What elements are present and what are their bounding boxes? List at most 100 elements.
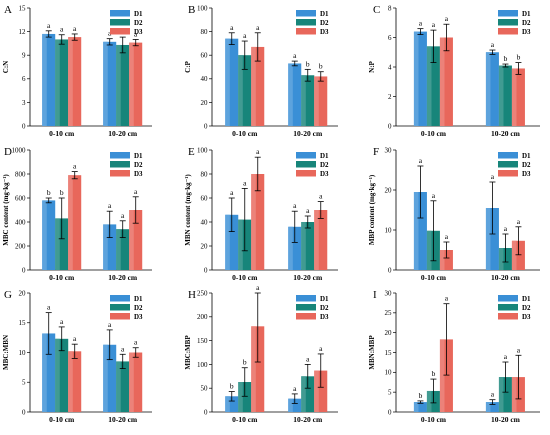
significance-label: a	[419, 19, 423, 28]
y-tick-label: 0	[204, 408, 208, 416]
y-tick-label: 0	[22, 266, 26, 274]
y-tick-label: 10	[385, 369, 393, 377]
y-tick-label: 100	[197, 361, 208, 369]
y-tick-label: 0	[22, 122, 26, 130]
significance-label: a	[293, 384, 297, 393]
bar-highlight	[314, 210, 319, 270]
significance-label: a	[73, 162, 77, 171]
bar-highlight	[485, 52, 491, 126]
y-tick-label: 6	[388, 34, 392, 42]
chart-panel-d: D 0 200 400 600 800 1000 MBC content (mg·kg⁻¹) b…	[2, 146, 152, 282]
y-tick-label: 15	[19, 4, 27, 12]
bar-highlight	[511, 68, 517, 126]
significance-label: a	[243, 31, 247, 40]
legend-swatch	[110, 152, 130, 159]
significance-label: a	[319, 192, 323, 201]
legend-label: D1	[320, 295, 329, 303]
bar-highlight	[511, 240, 517, 270]
significance-label: a	[243, 178, 247, 187]
legend-swatch	[498, 295, 518, 302]
legend-label: D3	[522, 170, 531, 178]
y-tick-label: 800	[15, 170, 26, 178]
y-tick-label: 2	[388, 93, 392, 101]
bar-highlight	[498, 377, 504, 412]
legend-swatch	[296, 19, 316, 26]
significance-label: a	[230, 23, 234, 32]
bar-highlight	[129, 42, 134, 126]
bar-highlight	[55, 338, 60, 412]
y-tick-label: 200	[15, 242, 26, 250]
y-tick-label: 100	[197, 146, 208, 154]
bar-highlight	[251, 326, 256, 412]
bar	[485, 402, 499, 412]
legend-swatch	[296, 28, 316, 35]
significance-label: a	[517, 345, 521, 354]
bar-highlight	[511, 377, 517, 412]
y-tick-label: 0	[22, 408, 26, 416]
significance-label: a	[517, 217, 521, 226]
y-tick-label: 1000	[12, 146, 27, 154]
bar-highlight	[42, 333, 47, 412]
significance-label: b	[230, 382, 234, 391]
significance-label: a	[256, 23, 260, 32]
legend-swatch	[296, 10, 316, 17]
bar-highlight	[288, 63, 293, 126]
significance-label: a	[504, 352, 508, 361]
significance-label: a	[73, 24, 77, 33]
legend-label: D1	[522, 295, 531, 303]
y-axis-label: MBN:MBP	[368, 335, 376, 370]
bar-highlight	[251, 174, 256, 270]
bar-highlight	[485, 402, 491, 412]
y-tick-label: 12	[19, 28, 27, 36]
significance-label: a	[504, 224, 508, 233]
bar-highlight	[103, 344, 108, 412]
legend-swatch	[110, 295, 130, 302]
x-tick-label: 10-20 cm	[293, 273, 323, 282]
significance-label: a	[134, 29, 138, 38]
y-tick-label: 10	[19, 349, 27, 357]
y-tick-label: 4	[388, 63, 392, 71]
legend-label: D3	[134, 170, 143, 178]
legend-label: D1	[134, 152, 143, 160]
significance-label: a	[256, 283, 260, 292]
legend-swatch	[110, 170, 130, 177]
legend-swatch	[498, 313, 518, 320]
x-tick-label: 10-20 cm	[108, 129, 138, 138]
panel-letter: B	[188, 4, 195, 16]
y-tick-label: 0	[388, 408, 392, 416]
legend-swatch	[498, 161, 518, 168]
legend-label: D3	[522, 28, 531, 36]
legend-label: D2	[320, 304, 329, 312]
bar-highlight	[439, 37, 445, 126]
significance-label: a	[432, 20, 436, 29]
legend-label: D1	[134, 10, 143, 18]
y-tick-label: 80	[201, 28, 209, 36]
significance-label: a	[306, 354, 310, 363]
legend-swatch	[110, 304, 130, 311]
significance-label: a	[293, 201, 297, 210]
significance-label: b	[306, 59, 310, 68]
legend-label: D2	[522, 19, 531, 27]
significance-label: a	[230, 188, 234, 197]
y-tick-label: 8	[388, 4, 392, 12]
legend-swatch	[498, 170, 518, 177]
significance-label: a	[47, 303, 51, 312]
bar-highlight	[68, 37, 73, 126]
bar-highlight	[129, 210, 134, 270]
bar-highlight	[68, 351, 73, 412]
y-tick-label: 10	[385, 226, 393, 234]
significance-label: a	[47, 21, 51, 30]
legend-label: D3	[134, 28, 143, 36]
legend-swatch	[296, 170, 316, 177]
y-tick-label: 20	[385, 186, 393, 194]
y-tick-label: 40	[201, 75, 209, 83]
significance-label: a	[445, 232, 449, 241]
y-axis-label: N:P	[368, 60, 376, 72]
significance-label: a	[491, 172, 495, 181]
y-tick-label: 0	[388, 122, 392, 130]
x-tick-label: 0-10 cm	[49, 129, 75, 138]
x-tick-label: 0-10 cm	[232, 129, 258, 138]
y-axis-label: MBC:MBN	[2, 335, 10, 370]
